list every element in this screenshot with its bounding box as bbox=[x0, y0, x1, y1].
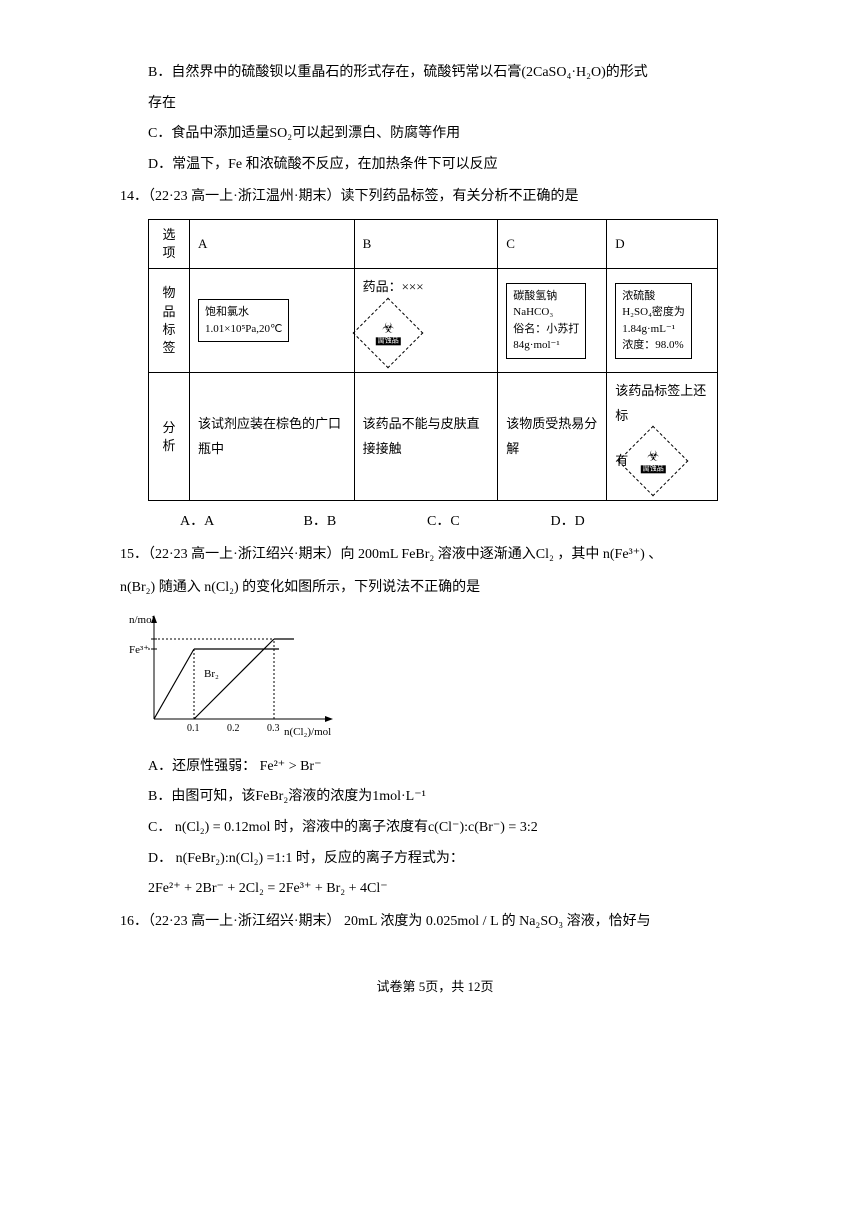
col-c: C bbox=[498, 219, 607, 268]
col-d: D bbox=[607, 219, 718, 268]
a-analysis: 该试剂应装在棕色的广口瓶中 bbox=[190, 373, 355, 501]
hazard-icon: ☣ 腐蚀品 bbox=[363, 300, 413, 366]
b-analysis: 该药品不能与皮肤直接接触 bbox=[354, 373, 498, 501]
c-box-l1: 碳酸氢钠 bbox=[513, 288, 579, 305]
hazard-icon: ☣ 腐蚀品 bbox=[628, 428, 678, 494]
col-b: B bbox=[354, 219, 498, 268]
c-box-l4: 84g·mol⁻¹ bbox=[513, 337, 579, 354]
choice-a: A．A bbox=[180, 509, 300, 536]
c-analysis: 该物质受热易分解 bbox=[498, 373, 607, 501]
d-box-l4: 浓度：98.0% bbox=[622, 337, 685, 354]
q15-choice-d: D． n(FeBr₂):n(Cl₂) =1:1 时，反应的离子方程式为： bbox=[148, 846, 750, 873]
cell-d-label: 浓硫酸 H₂SO₄密度为 1.84g·mL⁻¹ 浓度：98.0% bbox=[607, 269, 718, 373]
q13-choice-d: D．常温下，Fe 和浓硫酸不反应，在加热条件下可以反应 bbox=[148, 152, 750, 179]
d-box-l3: 1.84g·mL⁻¹ bbox=[622, 321, 685, 338]
q15-stem: 15．（22·23 高一上·浙江绍兴·期末）向 200mL FeBr₂ 溶液中逐… bbox=[120, 542, 750, 569]
y-label: n/mol bbox=[129, 614, 155, 626]
cell-c-label: 碳酸氢钠 NaHCO₃ 俗名：小苏打 84g·mol⁻¹ bbox=[498, 269, 607, 373]
q15-choice-c: C． n(Cl₂) = 0.12mol 时，溶液中的离子浓度有c(Cl⁻):c(… bbox=[148, 815, 750, 842]
q14-stem: 14．（22·23 高一上·浙江温州·期末）读下列药品标签，有关分析不正确的是 bbox=[120, 184, 750, 211]
q14-table: 选项 A B C D 物品标签 饱和氯水 1.01×10⁵Pa,20℃ 药品：×… bbox=[148, 219, 718, 501]
q15-choice-b: B．由图可知，该FeBr₂溶液的浓度为1mol·L⁻¹ bbox=[148, 784, 750, 811]
x-label: n(Cl₂)/mol bbox=[284, 726, 331, 738]
row3-label: 分析 bbox=[149, 373, 190, 501]
d-box-l2: H₂SO₄密度为 bbox=[622, 304, 685, 321]
q13-choice-b-cont: 存在 bbox=[148, 91, 750, 118]
svg-text:Fe³⁺: Fe³⁺ bbox=[129, 644, 149, 656]
q15-choice-a: A．还原性强弱： Fe²⁺ > Br⁻ bbox=[148, 754, 750, 781]
cell-b-label: 药品：××× ☣ 腐蚀品 bbox=[354, 269, 498, 373]
q13-choice-b: B．自然界中的硫酸钡以重晶石的形式存在，硫酸钙常以石膏(2CaSO₄·H₂O)的… bbox=[148, 60, 750, 87]
choice-d: D．D bbox=[551, 509, 671, 536]
cell-a-label: 饱和氯水 1.01×10⁵Pa,20℃ bbox=[190, 269, 355, 373]
q16-stem: 16．（22·23 高一上·浙江绍兴·期末） 20mL 浓度为 0.025mol… bbox=[120, 909, 750, 936]
choice-b: B．B bbox=[304, 509, 424, 536]
c-box-l2: NaHCO₃ bbox=[513, 304, 579, 321]
svg-text:0.2: 0.2 bbox=[227, 723, 240, 734]
choice-c: C．C bbox=[427, 509, 547, 536]
b-top: 药品：××× bbox=[363, 275, 490, 300]
table-header-label: 选项 bbox=[149, 219, 190, 268]
page-footer: 试卷第 5页，共 12页 bbox=[120, 975, 750, 1000]
d-analysis-pre: 该药品标签上还标 bbox=[615, 379, 709, 428]
c-box-l3: 俗名：小苏打 bbox=[513, 321, 579, 338]
q15-choice-d-eq: 2Fe²⁺ + 2Br⁻ + 2Cl₂ = 2Fe³⁺ + Br₂ + 4Cl⁻ bbox=[148, 876, 750, 903]
row2-label: 物品标签 bbox=[149, 269, 190, 373]
q15-graph: n/mol n(Cl₂)/mol Fe³⁺ Br₂ 0.1 0.2 0.3 bbox=[124, 609, 750, 750]
a-box-l1: 饱和氯水 bbox=[205, 304, 282, 321]
d-box-l1: 浓硫酸 bbox=[622, 288, 685, 305]
q13-choice-c: C．食品中添加适量SO₂可以起到漂白、防腐等作用 bbox=[148, 121, 750, 148]
q14-choices: A．A B．B C．C D．D bbox=[180, 509, 750, 536]
svg-text:0.3: 0.3 bbox=[267, 723, 280, 734]
q15-stem2: n(Br₂) 随通入 n(Cl₂) 的变化如图所示，下列说法不正确的是 bbox=[120, 575, 750, 602]
a-box-l2: 1.01×10⁵Pa,20℃ bbox=[205, 321, 282, 338]
svg-text:Br₂: Br₂ bbox=[204, 668, 219, 680]
d-analysis: 该药品标签上还标 有 ☣ 腐蚀品 bbox=[607, 373, 718, 501]
col-a: A bbox=[190, 219, 355, 268]
svg-text:0.1: 0.1 bbox=[187, 723, 200, 734]
